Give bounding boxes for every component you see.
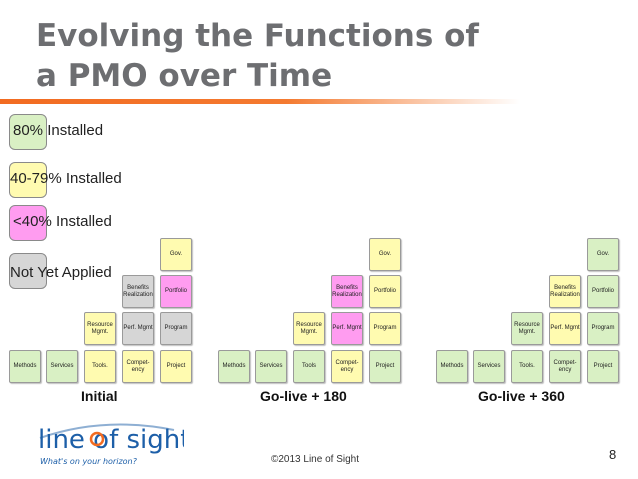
pmo-box-portfolio: Portfolio xyxy=(587,275,619,308)
pmo-box-tools: Tools xyxy=(293,350,325,383)
legend-swatch-not-applied xyxy=(9,253,47,289)
legend-label-40-79: 40-79% Installed xyxy=(10,170,122,187)
logo-text: line of sight xyxy=(38,425,184,455)
legend-label-not-applied: Not Yet Applied xyxy=(10,264,112,281)
pmo-box-project: Project xyxy=(369,350,401,383)
pmo-box-resource: Resource Mgmt. xyxy=(84,312,116,345)
pmo-box-tools: Tools. xyxy=(84,350,116,383)
pmo-box-project: Project xyxy=(160,350,192,383)
slide-title-line1: Evolving the Functions of xyxy=(36,18,479,54)
pmo-box-competency: Compet-ency xyxy=(122,350,154,383)
pmo-box-gov: Gov. xyxy=(587,238,619,271)
pmo-box-resource: Resource Mgmt. xyxy=(511,312,543,345)
pmo-box-perf: Perf. Mgmt xyxy=(331,312,363,345)
legend-label-under-40: <40% Installed xyxy=(13,213,112,230)
pmo-box-services: Services xyxy=(46,350,78,383)
pmo-box-methods: Methods xyxy=(436,350,468,383)
pmo-box-benefits: Benefits Realization xyxy=(122,275,154,308)
pmo-box-project: Project xyxy=(587,350,619,383)
pmo-box-program: Program xyxy=(369,312,401,345)
stage-label-go-live-360: Go-live + 360 xyxy=(478,388,565,404)
slide-title-line2: a PMO over Time xyxy=(36,58,333,94)
stage-label-initial: Initial xyxy=(81,388,118,404)
logo-graphic: line of sight What's on your horizon? xyxy=(38,423,190,466)
pmo-box-benefits: Benefits Realization xyxy=(549,275,581,308)
pmo-box-perf: Perf. Mgmt xyxy=(122,312,154,345)
pmo-box-competency: Compet-ency xyxy=(331,350,363,383)
pmo-box-program: Program xyxy=(160,312,192,345)
copyright-text: ©2013 Line of Sight xyxy=(271,454,359,465)
pmo-box-benefits: Benefits Realization xyxy=(331,275,363,308)
page-number: 8 xyxy=(609,447,617,462)
legend-swatch-under-40 xyxy=(9,205,47,241)
pmo-box-gov: Gov. xyxy=(369,238,401,271)
legend-swatch-80 xyxy=(9,114,47,150)
pmo-box-perf: Perf. Mgmt xyxy=(549,312,581,345)
logo-eye-icon xyxy=(89,431,105,447)
pmo-box-program: Program xyxy=(587,312,619,345)
pmo-box-competency: Compet-ency xyxy=(549,350,581,383)
pmo-box-portfolio: Portfolio xyxy=(369,275,401,308)
pmo-box-portfolio: Portfolio xyxy=(160,275,192,308)
stage-label-go-live-180: Go-live + 180 xyxy=(260,388,347,404)
title-underline xyxy=(0,99,520,104)
pmo-box-gov: Gov. xyxy=(160,238,192,271)
logo-tagline: What's on your horizon? xyxy=(40,457,138,466)
pmo-box-resource: Resource Mgmt. xyxy=(293,312,325,345)
pmo-box-services: Services xyxy=(473,350,505,383)
pmo-box-methods: Methods xyxy=(9,350,41,383)
pmo-box-tools: Tools. xyxy=(511,350,543,383)
pmo-box-methods: Methods xyxy=(218,350,250,383)
pmo-box-services: Services xyxy=(255,350,287,383)
legend-swatch-40-79 xyxy=(9,162,47,198)
line-of-sight-logo: line of sight What's on your horizon? xyxy=(34,408,190,474)
legend-label-80: 80% Installed xyxy=(13,122,104,139)
slide-title: Evolving the Functions of a PMO over Tim… xyxy=(36,16,479,96)
